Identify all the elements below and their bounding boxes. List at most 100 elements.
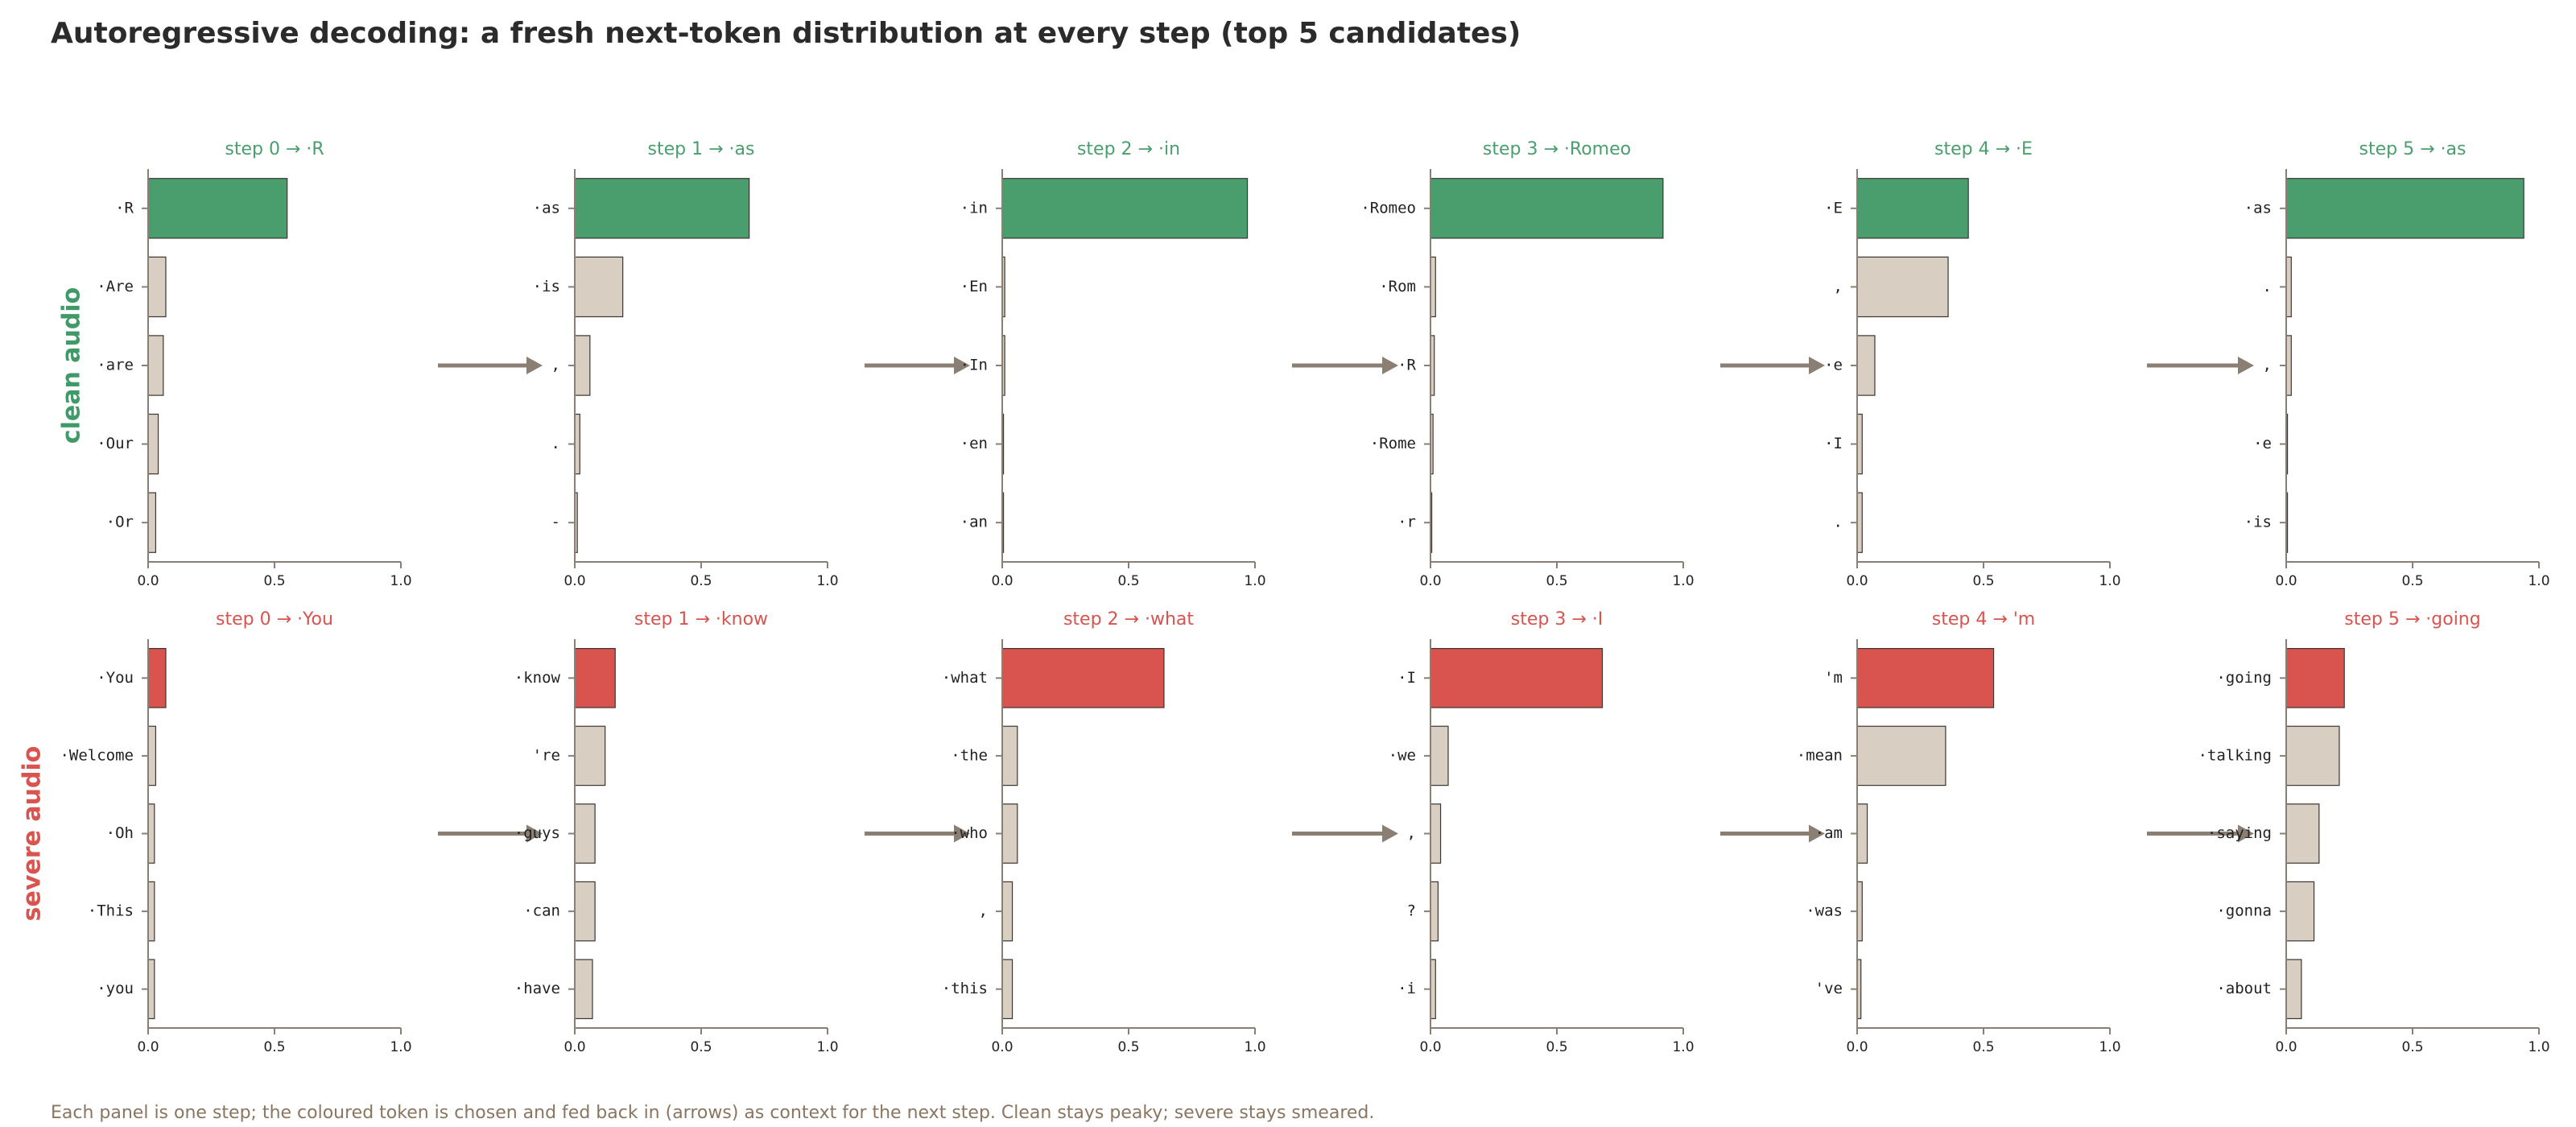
y-tick-label: ·as bbox=[533, 199, 560, 217]
x-tick-label: 0.0 bbox=[137, 1039, 159, 1055]
panel-title: step 5 → ·as bbox=[2359, 139, 2467, 159]
y-tick-label: 'm bbox=[1824, 669, 1843, 687]
y-tick-label: . bbox=[1834, 514, 1843, 531]
y-tick-label: ·En bbox=[960, 278, 988, 295]
x-tick-label: 0.0 bbox=[137, 573, 159, 589]
bar bbox=[147, 803, 155, 864]
y-tick-label: ·en bbox=[960, 435, 988, 452]
x-tick-label: 0.0 bbox=[1846, 573, 1868, 589]
bar bbox=[574, 725, 606, 786]
row-label: severe audio bbox=[19, 746, 47, 922]
bar bbox=[2285, 725, 2340, 786]
x-tick-label: 0.5 bbox=[1972, 573, 1994, 589]
x-tick-label: 0.5 bbox=[263, 573, 285, 589]
x-tick-label: 0.5 bbox=[1117, 1039, 1139, 1055]
x-tick-label: 0.0 bbox=[564, 1039, 585, 1055]
panel-title: step 3 → ·Romeo bbox=[1483, 139, 1631, 159]
bar bbox=[574, 178, 750, 239]
bar bbox=[574, 959, 593, 1020]
panel-title: step 3 → ·I bbox=[1511, 609, 1603, 630]
bar bbox=[147, 725, 157, 786]
y-tick-label: ·R bbox=[1397, 357, 1416, 374]
y-tick-label: ·is bbox=[2244, 514, 2272, 531]
x-tick-label: 0.0 bbox=[991, 573, 1013, 589]
x-tick-label: 1.0 bbox=[390, 1039, 411, 1055]
arrow-head bbox=[1809, 357, 1825, 374]
y-tick-label: ·i bbox=[1397, 980, 1416, 997]
panel-title: step 5 → ·going bbox=[2344, 609, 2480, 630]
y-tick-label: ·r bbox=[1397, 514, 1416, 531]
y-tick-label: ·was bbox=[1806, 902, 1843, 920]
y-tick-label: ·who bbox=[951, 824, 988, 842]
y-tick-label: ·talking bbox=[2198, 746, 2272, 764]
bar bbox=[1856, 725, 1946, 786]
y-tick-label: ·In bbox=[960, 357, 988, 374]
arrow-head bbox=[1382, 824, 1398, 843]
panel-title: step 0 → ·R bbox=[225, 139, 324, 159]
bar bbox=[1856, 335, 1876, 396]
panel-title: step 1 → ·know bbox=[634, 609, 768, 630]
bar bbox=[1856, 647, 1995, 708]
bar bbox=[1001, 959, 1013, 1020]
bar bbox=[574, 256, 624, 318]
y-tick-label: ·saying bbox=[2207, 824, 2272, 842]
bar bbox=[1001, 647, 1165, 708]
y-tick-label: ·about bbox=[2216, 980, 2272, 997]
y-tick-label: - bbox=[551, 514, 560, 531]
x-tick-label: 0.0 bbox=[2275, 1039, 2297, 1055]
bar bbox=[2285, 647, 2345, 708]
x-tick-label: 0.0 bbox=[1846, 1039, 1868, 1055]
y-tick-label: ·an bbox=[960, 514, 988, 531]
footnote: Each panel is one step; the coloured tok… bbox=[51, 1103, 1374, 1123]
y-tick-label: ·what bbox=[942, 669, 988, 687]
bar bbox=[147, 413, 159, 475]
bar bbox=[147, 647, 167, 708]
bar bbox=[1001, 881, 1013, 942]
bar bbox=[1001, 725, 1018, 786]
panel-title: step 2 → ·what bbox=[1063, 609, 1194, 630]
bar bbox=[574, 881, 596, 942]
y-tick-label: ·is bbox=[533, 278, 560, 295]
y-tick-label: ·I bbox=[1824, 435, 1843, 452]
y-tick-label: ·in bbox=[960, 199, 988, 217]
figure-title: Autoregressive decoding: a fresh next-to… bbox=[51, 17, 1521, 50]
y-tick-label: ·R bbox=[115, 199, 134, 217]
x-tick-label: 1.0 bbox=[1672, 573, 1694, 589]
bar bbox=[574, 335, 591, 396]
bar bbox=[1430, 725, 1449, 786]
y-tick-label: ·as bbox=[2244, 199, 2272, 217]
y-tick-label: , bbox=[2263, 357, 2272, 374]
y-tick-label: ? bbox=[1407, 902, 1416, 920]
y-tick-label: ·this bbox=[942, 980, 988, 997]
y-tick-label: 've bbox=[1815, 980, 1843, 997]
x-tick-label: 1.0 bbox=[2099, 1039, 2120, 1055]
y-tick-label: . bbox=[551, 435, 560, 452]
bar bbox=[147, 335, 164, 396]
bar bbox=[147, 178, 288, 239]
y-tick-label: ·can bbox=[523, 902, 560, 920]
y-tick-label: ·you bbox=[97, 980, 134, 997]
y-tick-label: , bbox=[1407, 824, 1416, 842]
y-tick-label: ·Rom bbox=[1379, 278, 1416, 295]
y-tick-label: ·Are bbox=[97, 278, 134, 295]
y-tick-label: , bbox=[979, 902, 988, 920]
bar bbox=[1430, 178, 1664, 239]
panel-title: step 0 → ·You bbox=[216, 609, 333, 630]
y-tick-label: ·Or bbox=[106, 514, 134, 531]
x-tick-label: 0.5 bbox=[1972, 1039, 1994, 1055]
bar bbox=[147, 881, 155, 942]
bar bbox=[574, 803, 596, 864]
x-tick-label: 0.5 bbox=[2401, 573, 2423, 589]
y-tick-label: ·the bbox=[951, 746, 988, 764]
panel-title: step 2 → ·in bbox=[1077, 139, 1180, 159]
y-tick-label: ·going bbox=[2216, 669, 2272, 687]
x-tick-label: 0.0 bbox=[1419, 1039, 1441, 1055]
bar bbox=[2285, 178, 2524, 239]
arrow-head bbox=[954, 824, 970, 843]
row-label: clean audio bbox=[58, 287, 86, 444]
y-tick-label: ·mean bbox=[1797, 746, 1843, 764]
bar bbox=[147, 492, 157, 553]
x-tick-label: 0.0 bbox=[991, 1039, 1013, 1055]
y-tick-label: ·Rome bbox=[1370, 435, 1416, 452]
